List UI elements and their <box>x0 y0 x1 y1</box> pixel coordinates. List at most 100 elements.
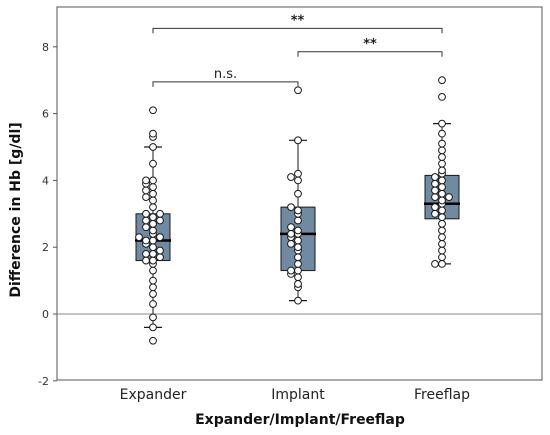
data-point <box>438 119 446 128</box>
data-point <box>149 256 157 265</box>
data-point <box>294 296 302 305</box>
y-tick-label: -2 <box>38 375 49 388</box>
x-axis-title: Expander/Implant/Freeflap <box>195 412 405 428</box>
data-point <box>438 246 446 255</box>
data-point <box>149 290 157 298</box>
data-point <box>438 183 446 191</box>
data-point <box>156 246 164 255</box>
data-point <box>431 209 439 218</box>
data-point <box>149 129 157 138</box>
data-point <box>149 276 157 285</box>
data-point <box>294 169 302 178</box>
data-point <box>149 183 157 191</box>
data-point <box>438 166 446 175</box>
data-point <box>438 159 446 168</box>
data-point <box>149 159 157 168</box>
data-point <box>142 209 150 218</box>
data-point <box>294 206 302 215</box>
data-point <box>156 233 164 242</box>
y-tick-label: 4 <box>42 174 49 187</box>
data-point <box>431 179 439 188</box>
data-point <box>142 256 150 265</box>
data-point <box>149 196 157 205</box>
data-point <box>294 176 302 185</box>
data-point <box>438 176 446 185</box>
significance-label: ** <box>363 37 377 52</box>
data-point <box>431 193 439 202</box>
data-point <box>142 216 150 225</box>
data-point <box>445 193 453 202</box>
data-point <box>438 76 446 85</box>
significance-label: ** <box>291 13 305 28</box>
data-point <box>294 273 302 282</box>
data-point <box>149 226 157 235</box>
significance-bracket <box>152 27 443 34</box>
data-point <box>287 239 295 248</box>
data-point <box>287 266 295 275</box>
data-point <box>135 233 143 242</box>
data-point <box>149 143 157 151</box>
data-point <box>438 93 446 101</box>
data-point <box>149 336 157 345</box>
data-point <box>438 139 446 148</box>
data-point <box>142 236 150 245</box>
data-point <box>287 229 295 238</box>
data-point <box>294 260 302 268</box>
data-point <box>294 236 302 245</box>
data-point <box>142 176 150 185</box>
data-point <box>438 189 446 198</box>
data-point <box>142 186 150 195</box>
data-point <box>431 260 439 268</box>
data-point <box>431 203 439 212</box>
data-point <box>294 86 302 95</box>
significance-label: n.s. <box>214 67 237 82</box>
data-point <box>438 253 446 262</box>
data-point <box>294 136 302 145</box>
significance-bracket <box>297 51 443 57</box>
data-point <box>294 253 302 262</box>
data-point <box>156 209 164 218</box>
data-point <box>149 189 157 198</box>
plot-frame <box>56 6 543 381</box>
y-axis-title: Difference in Hb [g/dl] <box>8 122 24 297</box>
data-point <box>438 233 446 242</box>
data-point <box>149 176 157 185</box>
data-point <box>149 106 157 115</box>
data-point <box>438 153 446 161</box>
y-tick-label: 0 <box>42 308 49 321</box>
data-point <box>149 236 157 245</box>
data-point <box>438 146 446 155</box>
y-tick-label: 6 <box>42 108 49 121</box>
y-tick-label: 8 <box>42 41 49 54</box>
data-point <box>287 203 295 212</box>
data-point <box>149 213 157 222</box>
data-point <box>156 216 164 225</box>
data-point <box>431 186 439 195</box>
data-point <box>294 189 302 198</box>
data-point <box>149 249 157 258</box>
data-point <box>438 239 446 248</box>
data-point <box>287 223 295 232</box>
x-category-label: Implant <box>271 387 325 403</box>
data-point <box>149 300 157 308</box>
data-point <box>294 226 302 235</box>
data-point <box>438 226 446 235</box>
data-point <box>149 313 157 322</box>
data-point <box>438 213 446 222</box>
data-point <box>149 243 157 252</box>
significance-bracket <box>152 81 299 87</box>
data-point <box>438 260 446 268</box>
data-point <box>438 129 446 138</box>
data-point <box>149 283 157 292</box>
data-point <box>294 216 302 225</box>
y-tick-label: 2 <box>42 241 49 254</box>
data-point <box>438 219 446 228</box>
data-point <box>431 173 439 181</box>
data-point <box>149 266 157 275</box>
data-point <box>294 280 302 288</box>
data-point <box>156 253 164 262</box>
data-point <box>149 219 157 228</box>
data-point <box>149 323 157 332</box>
x-category-label: Expander <box>120 387 187 403</box>
data-point <box>149 203 157 212</box>
